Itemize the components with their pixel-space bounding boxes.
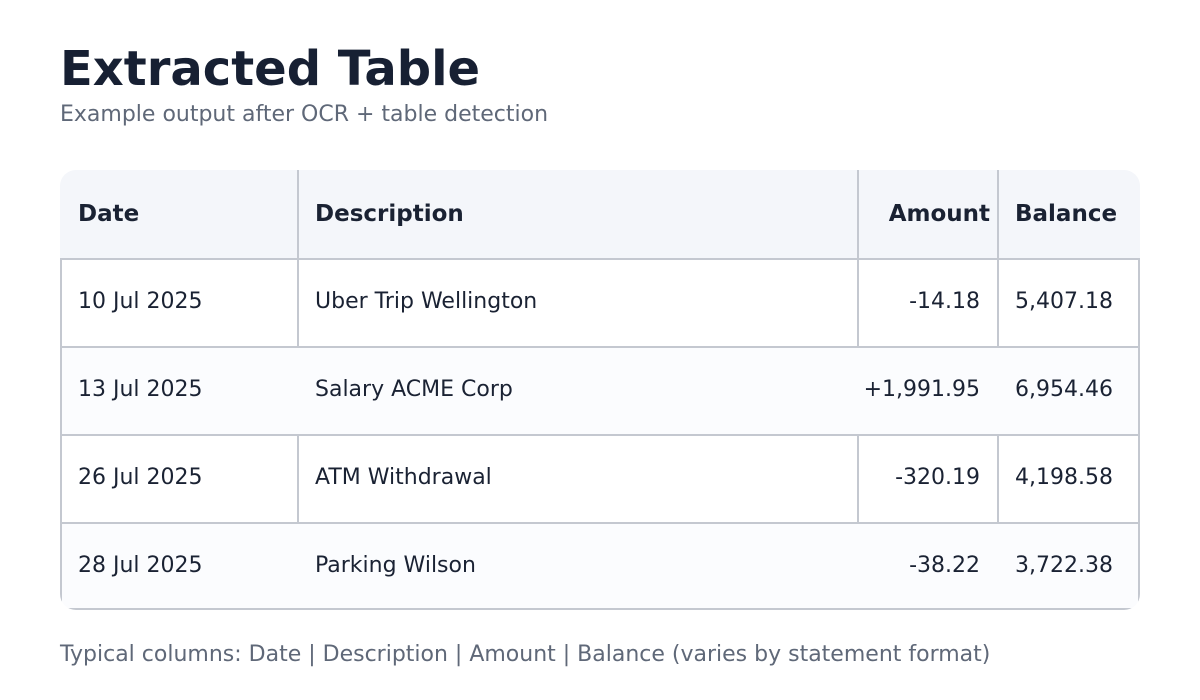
column-header-amount: Amount [888, 201, 990, 227]
table-header-row: Date Description Amount Balance [60, 170, 1140, 258]
table-row: 28 Jul 2025 Parking Wilson -38.22 3,722.… [60, 522, 1140, 610]
column-divider [857, 170, 859, 346]
cell-amount: -320.19 [895, 465, 980, 490]
column-divider [997, 170, 999, 346]
cell-date: 13 Jul 2025 [78, 377, 203, 402]
cell-date: 26 Jul 2025 [78, 465, 203, 490]
extracted-table: Date Description Amount Balance 10 Jul 2… [60, 170, 1140, 610]
cell-description: Uber Trip Wellington [315, 289, 538, 314]
cell-amount: -38.22 [909, 553, 980, 578]
row-divider [60, 608, 1140, 610]
cell-description: ATM Withdrawal [315, 465, 492, 490]
cell-date: 10 Jul 2025 [78, 289, 203, 314]
column-divider [997, 434, 999, 522]
row-divider [60, 434, 1140, 436]
cell-amount: -14.18 [909, 289, 980, 314]
page-subtitle: Example output after OCR + table detecti… [60, 102, 549, 127]
table-right-border [1138, 258, 1140, 610]
row-divider [60, 346, 1140, 348]
table-row: 13 Jul 2025 Salary ACME Corp +1,991.95 6… [60, 346, 1140, 434]
cell-balance: 3,722.38 [1015, 553, 1113, 578]
column-divider [297, 170, 299, 346]
row-divider [60, 258, 1140, 260]
cell-description: Salary ACME Corp [315, 377, 513, 402]
footnote: Typical columns: Date | Description | Am… [60, 642, 991, 667]
column-header-description: Description [315, 201, 464, 227]
cell-balance: 6,954.46 [1015, 377, 1113, 402]
cell-description: Parking Wilson [315, 553, 476, 578]
column-header-date: Date [78, 201, 140, 227]
cell-balance: 4,198.58 [1015, 465, 1113, 490]
table-row: 10 Jul 2025 Uber Trip Wellington -14.18 … [60, 258, 1140, 346]
cell-amount: +1,991.95 [863, 377, 980, 402]
row-divider [60, 522, 1140, 524]
table-row: 26 Jul 2025 ATM Withdrawal -320.19 4,198… [60, 434, 1140, 522]
cell-balance: 5,407.18 [1015, 289, 1113, 314]
column-divider [297, 434, 299, 522]
page-title: Extracted Table [60, 41, 481, 97]
column-header-balance: Balance [1015, 201, 1118, 227]
column-divider [857, 434, 859, 522]
table-left-border [60, 258, 62, 610]
cell-date: 28 Jul 2025 [78, 553, 203, 578]
